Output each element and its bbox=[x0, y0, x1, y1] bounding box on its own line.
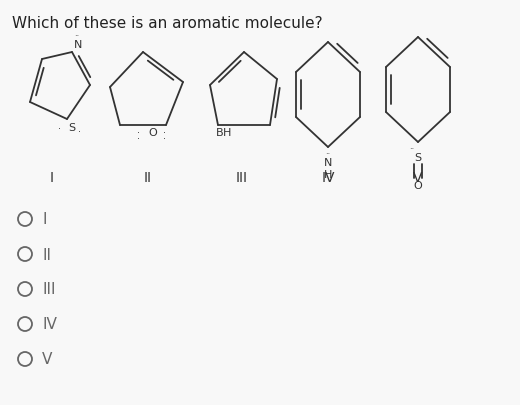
Text: II: II bbox=[42, 247, 51, 262]
Text: ·: · bbox=[77, 127, 81, 136]
Text: V: V bbox=[42, 352, 53, 367]
Text: ··: ·· bbox=[409, 145, 414, 153]
Text: III: III bbox=[42, 282, 56, 297]
Text: IV: IV bbox=[321, 171, 335, 185]
Text: ··: ·· bbox=[74, 32, 79, 41]
Text: ·: · bbox=[137, 134, 139, 144]
Text: H: H bbox=[324, 170, 332, 179]
Text: ·: · bbox=[137, 128, 139, 138]
Text: H: H bbox=[223, 128, 231, 138]
Text: ·: · bbox=[163, 134, 165, 144]
Text: O: O bbox=[413, 181, 422, 190]
Text: I: I bbox=[50, 171, 54, 185]
Text: V: V bbox=[413, 171, 423, 185]
Text: ··: ·· bbox=[326, 149, 331, 159]
Text: S: S bbox=[414, 153, 422, 162]
Text: IV: IV bbox=[42, 317, 57, 332]
Text: II: II bbox=[144, 171, 152, 185]
Text: B: B bbox=[215, 128, 223, 138]
Text: N: N bbox=[74, 40, 82, 50]
Text: Which of these is an aromatic molecule?: Which of these is an aromatic molecule? bbox=[12, 16, 322, 31]
Text: ·: · bbox=[163, 128, 165, 138]
Text: I: I bbox=[42, 212, 46, 227]
Text: III: III bbox=[236, 171, 248, 185]
Text: N: N bbox=[324, 158, 332, 168]
Text: S: S bbox=[68, 123, 75, 133]
Text: ·: · bbox=[58, 124, 60, 134]
Text: O: O bbox=[148, 128, 157, 138]
